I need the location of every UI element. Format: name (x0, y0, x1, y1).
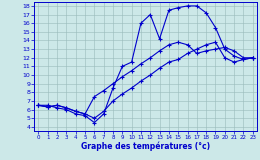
X-axis label: Graphe des températures (°c): Graphe des températures (°c) (81, 141, 210, 151)
